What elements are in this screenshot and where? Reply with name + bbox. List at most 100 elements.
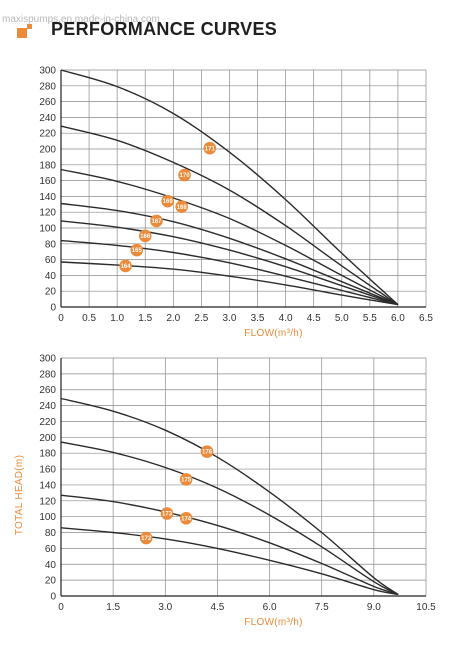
chart2-ytick-label: 100 xyxy=(39,512,56,523)
chart2-ytick-label: 60 xyxy=(45,544,57,555)
chart2-series-marker-175 xyxy=(179,473,193,486)
chart2-curve-174 xyxy=(60,494,399,596)
chart2-ytick-label: 200 xyxy=(39,433,56,444)
chart1-series-label-170: 170 xyxy=(180,173,191,179)
chart2-ytick-label: 280 xyxy=(39,369,56,380)
chart1-series-marker-164 xyxy=(119,259,132,273)
chart2-ytick-label: 0 xyxy=(50,592,56,603)
chart2-curve-172 xyxy=(60,527,399,596)
chart1-series-label-165: 165 xyxy=(132,248,143,254)
chart2-ytick-label: 40 xyxy=(45,560,57,571)
chart1-xlabel: FLOW(m³/h) xyxy=(244,328,303,339)
chart2-ytick-label: 160 xyxy=(39,465,56,476)
chart1-series-marker-167 xyxy=(150,214,163,228)
chart2-ytick-label: 140 xyxy=(39,480,56,491)
chart1-xtick-label: 3.5 xyxy=(251,313,265,324)
chart1-curve-168 xyxy=(60,202,399,306)
chart1-ytick-label: 180 xyxy=(39,160,56,171)
chart2-curve-175 xyxy=(60,441,399,596)
chart1-curve-167 xyxy=(60,220,399,306)
chart2-xtick-label: 4.5 xyxy=(210,602,224,613)
chart2-xtick-label: 10.5 xyxy=(416,602,436,613)
chart1-curve-170 xyxy=(60,125,399,306)
chart1-ytick-label: 200 xyxy=(39,145,56,156)
chart2-series-label-174: 174 xyxy=(181,516,192,522)
watermark: maxispumps.en.made-in-china.com xyxy=(2,14,160,25)
chart2-series-marker-173 xyxy=(160,507,174,520)
chart1-ytick-label: 160 xyxy=(39,176,56,187)
chart1-ytick-label: 300 xyxy=(39,66,56,77)
chart1-ytick-label: 220 xyxy=(39,129,56,140)
chart1-xtick-label: 5.0 xyxy=(335,313,349,324)
chart2-xtick-label: 9.0 xyxy=(367,602,381,613)
chart1-xtick-label: 1.0 xyxy=(110,313,124,324)
chart1-ytick-label: 100 xyxy=(39,224,56,235)
chart1-xtick-label: 4.0 xyxy=(279,313,293,324)
chart2-series-label-176: 176 xyxy=(202,450,213,456)
header-square-large xyxy=(17,28,27,38)
chart1-ytick-label: 120 xyxy=(39,208,56,219)
chart2-xtick-label: 6.0 xyxy=(263,602,277,613)
chart1-ytick-label: 80 xyxy=(45,239,57,250)
chart2-ytick-label: 120 xyxy=(39,496,56,507)
chart2-curve-176 xyxy=(60,397,399,595)
chart1-ytick-label: 140 xyxy=(39,192,56,203)
chart2-ytick-label: 20 xyxy=(45,576,57,587)
header-squares-icon xyxy=(17,22,33,38)
chart1-series-label-171: 171 xyxy=(205,146,216,152)
chart2-xlabel: FLOW(m³/h) xyxy=(244,617,303,628)
page-title: PERFORMANCE CURVES xyxy=(51,19,278,39)
chart1-series-marker-169 xyxy=(161,194,174,208)
chart2-ylabel: TOTAL HEAD(m) xyxy=(14,455,25,535)
chart2-ytick-label: 80 xyxy=(45,528,57,539)
chart1-series-label-164: 164 xyxy=(121,264,132,270)
chart1-series-label-166: 166 xyxy=(140,234,151,240)
chart1-xtick-label: 6.0 xyxy=(391,313,405,324)
chart2-series-label-173: 173 xyxy=(162,512,173,518)
chart1-series-marker-166 xyxy=(138,229,152,243)
chart2-series-marker-174 xyxy=(179,511,193,525)
chart1-xtick-label: 5.5 xyxy=(363,313,377,324)
chart1-curve-166 xyxy=(60,239,399,306)
chart2-ytick-label: 260 xyxy=(39,385,56,396)
chart2-ytick-label: 240 xyxy=(39,401,56,412)
chart2-xtick-label: 3.0 xyxy=(158,602,172,613)
chart2-ytick-label: 220 xyxy=(39,417,56,428)
chart1-ytick-label: 240 xyxy=(39,113,56,124)
chart1-xtick-label: 0 xyxy=(58,313,64,324)
chart1-xtick-label: 0.5 xyxy=(82,313,96,324)
chart2-series-label-175: 175 xyxy=(181,477,192,483)
chart1-series-label-167: 167 xyxy=(151,219,162,225)
header-square-small xyxy=(27,24,32,29)
chart2-xtick-label: 0 xyxy=(58,602,64,613)
chart1-series-label-169: 169 xyxy=(163,199,174,205)
chart1-xtick-label: 2.0 xyxy=(166,313,180,324)
chart1-xtick-label: 3.0 xyxy=(223,313,237,324)
chart2-series-marker-172 xyxy=(139,531,153,545)
chart1-xtick-label: 2.5 xyxy=(194,313,208,324)
chart1-ytick-label: 40 xyxy=(45,271,57,282)
chart1-ytick-label: 260 xyxy=(39,97,56,108)
chart1-ytick-label: 280 xyxy=(39,81,56,92)
chart2-xtick-label: 1.5 xyxy=(106,602,120,613)
chart1-ytick-label: 20 xyxy=(45,287,57,298)
chart1-xtick-label: 4.5 xyxy=(307,313,321,324)
chart1-curve-171 xyxy=(60,69,399,306)
chart1-series-marker-165 xyxy=(130,243,144,257)
chart1-series-marker-171 xyxy=(203,141,217,155)
chart1-xtick-label: 6.5 xyxy=(419,313,433,324)
chart2-ytick-label: 180 xyxy=(39,449,56,460)
chart1-series-marker-168 xyxy=(175,200,189,213)
chart2-series-marker-176 xyxy=(200,445,214,458)
chart1-xtick-label: 1.5 xyxy=(138,313,152,324)
chart1-curve-165 xyxy=(60,261,399,306)
chart1-series-marker-170 xyxy=(178,168,191,182)
chart1-series-label-168: 168 xyxy=(177,205,188,211)
chart1-curve-169 xyxy=(60,168,399,306)
chart1-ytick-label: 60 xyxy=(45,255,57,266)
chart2-ytick-label: 300 xyxy=(39,354,56,365)
chart2-xtick-label: 7.5 xyxy=(315,602,329,613)
chart2-series-label-172: 172 xyxy=(141,536,152,542)
chart1-ytick-label: 0 xyxy=(50,303,56,314)
